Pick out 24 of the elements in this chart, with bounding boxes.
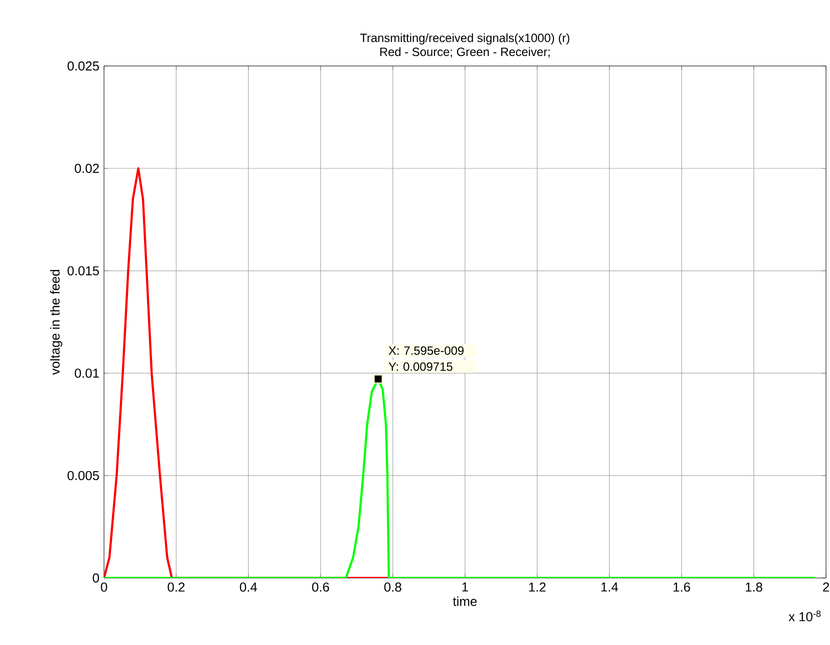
x-tick-label: 1.4 xyxy=(601,582,618,592)
x-tick-label: 0 xyxy=(100,582,108,592)
x-tick-label: 1.2 xyxy=(529,582,546,592)
x-tick-label: 0.6 xyxy=(312,582,330,592)
chart-subtitle: Red - Source; Green - Receiver; xyxy=(380,47,550,58)
y-tick-label: 0.01 xyxy=(74,368,99,378)
x-tick-label: 0.8 xyxy=(384,582,402,592)
annotation: Y: 0.009715 xyxy=(388,362,452,371)
x-tick-label: 2 xyxy=(823,582,829,592)
x-tick-label: 0.4 xyxy=(240,582,258,592)
y-tick-label: 0.005 xyxy=(68,470,99,480)
y-tick-label: 0.02 xyxy=(74,164,99,173)
y-tick-label: 0 xyxy=(92,573,99,583)
x-axis-title: time xyxy=(452,596,477,606)
x-tick-label: 1.6 xyxy=(674,582,690,592)
y-tick-label: 0.025 xyxy=(68,61,99,71)
y-tick-label: 0.015 xyxy=(68,266,99,276)
annotation: X: 7.595e-009 xyxy=(388,346,464,355)
x-tick-label: 1.8 xyxy=(746,582,762,592)
y-axis-title: voltage in the feed xyxy=(50,270,62,375)
text: x 10$^{-8}$ xyxy=(788,610,821,622)
x-tick-label: 0.2 xyxy=(168,582,185,592)
x-tick-label: 1 xyxy=(462,582,468,592)
chart-title: Transmitting/received signals(x1000) (r) xyxy=(360,33,570,44)
